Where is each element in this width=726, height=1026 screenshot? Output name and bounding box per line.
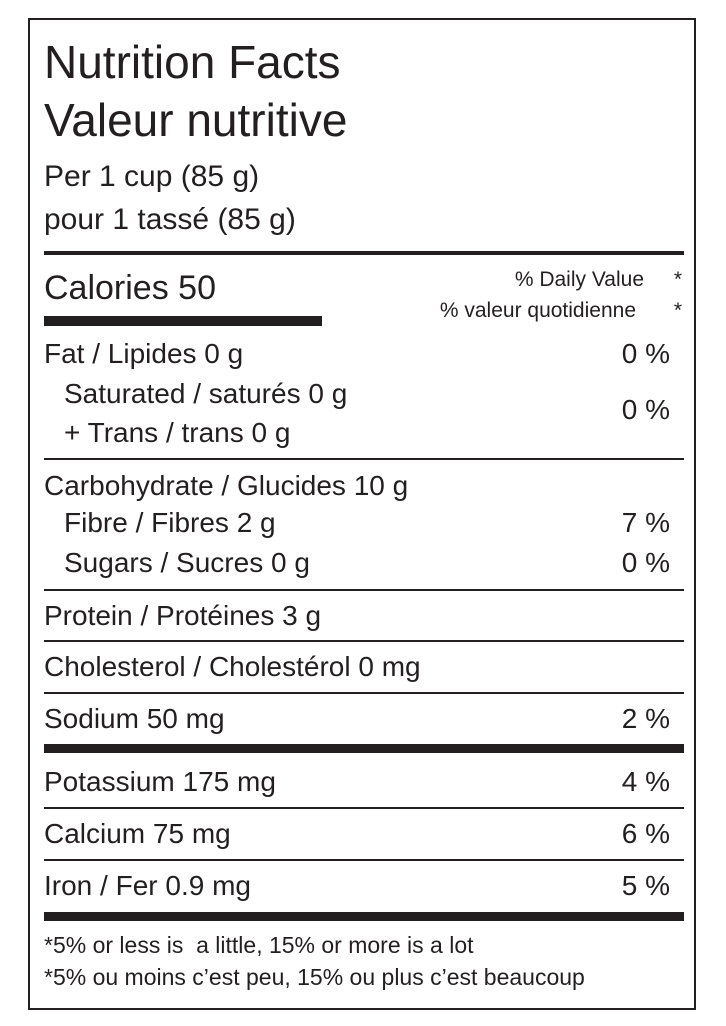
nutrient: Calcium 75 mg: [44, 818, 231, 849]
dv-fr: % valeur quotidienne: [439, 299, 636, 322]
calories-bar: [44, 316, 322, 326]
daily-value: 0 %: [621, 394, 670, 425]
footnote: *5% or less is a little, 15% or more is …: [44, 932, 474, 958]
rule-thick: [44, 912, 684, 921]
asterisk: *: [673, 268, 682, 291]
label-border: [28, 18, 696, 1010]
calories: Calories 50: [44, 269, 216, 307]
daily-value: 0 %: [621, 547, 670, 578]
rule: [44, 640, 684, 642]
rule: [44, 589, 684, 591]
rule: [44, 692, 684, 694]
nutrient: Sugars / Sucres 0 g: [64, 547, 310, 578]
daily-value: 6 %: [621, 818, 670, 849]
daily-value: 5 %: [621, 870, 670, 901]
daily-value: 7 %: [621, 507, 670, 538]
rule-thick: [44, 251, 684, 255]
nutrient: Fibre / Fibres 2 g: [64, 507, 276, 538]
serving-en: Per 1 cup (85 g): [44, 160, 260, 193]
nutrient: Cholesterol / Cholestérol 0 mg: [44, 651, 421, 682]
nutrient: Fat / Lipides 0 g: [44, 338, 244, 369]
nutrient: Saturated / saturés 0 g: [64, 378, 348, 409]
title-en: Nutrition Facts: [44, 36, 341, 88]
daily-value: 2 %: [621, 703, 670, 734]
daily-value: 4 %: [621, 766, 670, 797]
rule: [44, 859, 684, 861]
nutrient: Iron / Fer 0.9 mg: [44, 870, 251, 901]
footnote: *5% ou moins c’est peu, 15% ou plus c’es…: [44, 964, 585, 990]
serving-fr: pour 1 tassé (85 g): [44, 203, 296, 236]
nutrient: Sodium 50 mg: [44, 703, 225, 734]
rule: [44, 807, 684, 809]
rule: [44, 458, 684, 460]
asterisk: *: [673, 299, 682, 322]
daily-value: 0 %: [621, 338, 670, 369]
rule-thick: [44, 744, 684, 753]
nutrient: + Trans / trans 0 g: [64, 417, 291, 448]
nutrient: Potassium 175 mg: [44, 766, 276, 797]
title-fr: Valeur nutritive: [44, 94, 348, 146]
nutrient: Carbohydrate / Glucides 10 g: [44, 470, 409, 501]
nutrient: Protein / Protéines 3 g: [44, 600, 322, 631]
dv-en: % Daily Value: [514, 268, 644, 291]
